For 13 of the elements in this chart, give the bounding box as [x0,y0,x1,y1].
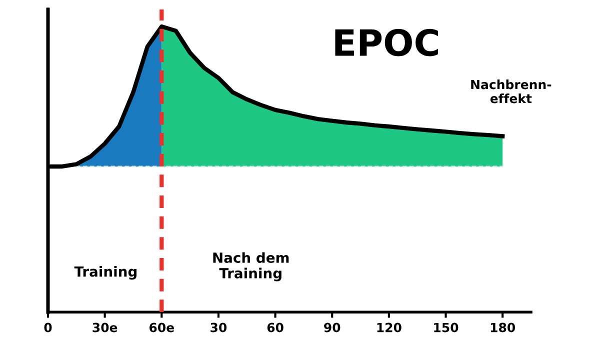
x-tick-label: 180 [490,322,516,332]
annotation: Nachbrenn- effekt [471,80,552,104]
x-tick-label: 60e [149,322,174,332]
x-tick-label: 60 [267,322,284,332]
annotation: Training [74,266,136,280]
annotation: Nach dem Training [213,252,289,282]
x-tick-label: 30 [210,322,227,332]
x-tick-label: 0 [44,322,52,332]
chart-title: EPOC [335,28,438,56]
x-tick-label: 120 [377,322,402,332]
x-tick-label: 90 [324,322,340,332]
x-tick-label: 150 [434,322,458,332]
x-tick-label: 30e [92,322,118,332]
